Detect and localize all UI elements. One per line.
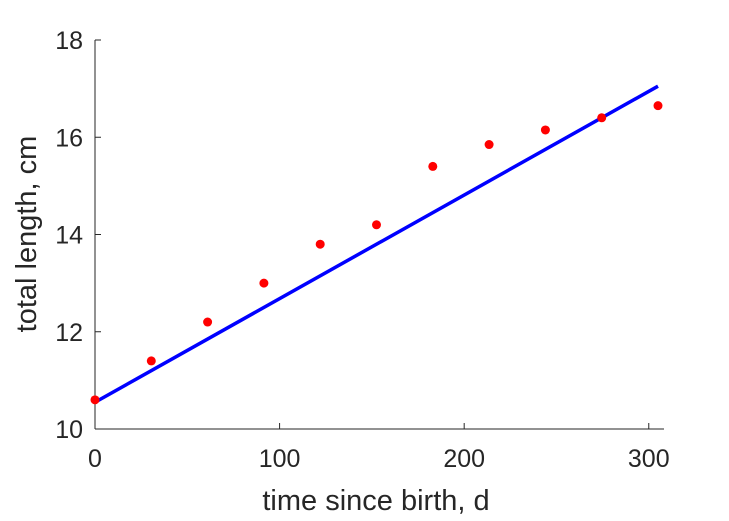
- y-tick-label: 10: [55, 416, 83, 444]
- y-tick-label: 18: [55, 27, 83, 55]
- y-tick-label: 16: [55, 124, 83, 152]
- series-layer: [90, 84, 663, 405]
- ticks: 0 100 200 300 10 12 14 16 18: [55, 27, 669, 473]
- data-point: [428, 161, 438, 171]
- data-point: [259, 278, 269, 288]
- x-axis-label: time since birth, d: [262, 485, 489, 517]
- axes: [94, 40, 664, 430]
- data-point: [372, 220, 381, 230]
- data-point: [653, 101, 663, 111]
- data-point: [203, 317, 213, 327]
- data-point: [540, 125, 550, 135]
- fit-line: [94, 84, 659, 404]
- x-tick-label: 300: [628, 445, 670, 473]
- data-point: [484, 140, 494, 150]
- y-axis-label: total length, cm: [11, 136, 43, 333]
- x-tick-label: 200: [443, 445, 485, 473]
- data-point: [146, 356, 156, 366]
- x-tick-label: 100: [259, 445, 301, 473]
- x-tick-label: 0: [88, 445, 102, 473]
- data-point: [597, 113, 607, 123]
- data-point: [90, 395, 100, 405]
- y-tick-label: 14: [55, 222, 83, 250]
- data-point: [315, 239, 325, 249]
- y-tick-label: 12: [55, 319, 83, 347]
